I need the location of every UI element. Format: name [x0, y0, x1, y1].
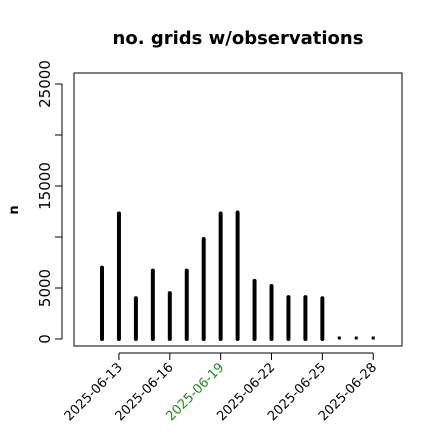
y-axis: 0 5000 15000 25000: [36, 60, 63, 344]
y-tick-label: 0: [36, 334, 54, 344]
plot-frame: [73, 72, 403, 347]
bars: [100, 210, 375, 341]
bar: [337, 336, 341, 340]
y-tick-label: 5000: [36, 269, 54, 307]
bar: [371, 336, 375, 340]
y-axis-label: n: [7, 205, 22, 214]
x-axis: 2025-06-132025-06-162025-06-192025-06-22…: [62, 352, 380, 424]
bar: [354, 336, 358, 340]
y-tick-label: 15000: [36, 162, 54, 210]
chart-title: no. grids w/observations: [113, 28, 364, 49]
y-tick-label: 25000: [36, 60, 54, 108]
